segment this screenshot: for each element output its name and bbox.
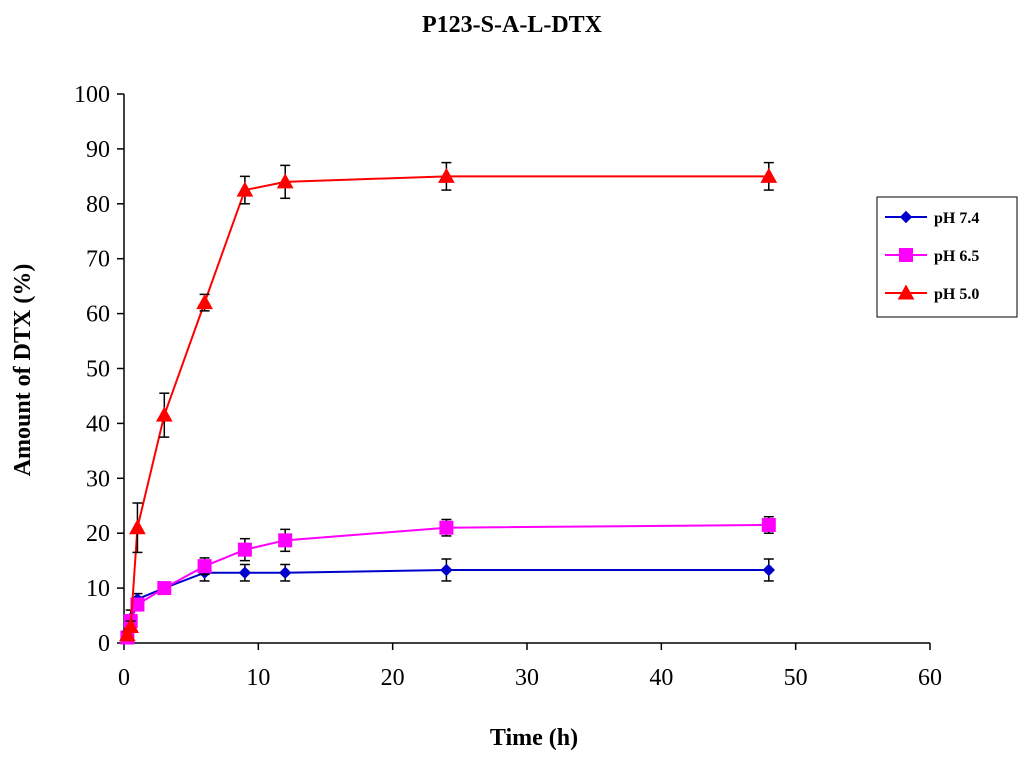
legend-marker — [899, 210, 913, 224]
series-1 — [120, 515, 776, 645]
y-tick-label: 90 — [86, 137, 110, 163]
x-tick-label: 30 — [515, 665, 539, 691]
x-tick-label: 40 — [649, 665, 673, 691]
legend-marker — [897, 284, 915, 300]
data-point — [276, 173, 294, 189]
data-point — [760, 167, 778, 183]
data-point — [762, 563, 776, 577]
x-tick-label: 50 — [784, 665, 808, 691]
chart-title: P123-S-A-L-DTX — [422, 12, 603, 38]
data-point — [157, 581, 172, 596]
legend-label: pH 5.0 — [934, 286, 979, 303]
legend-entry: pH 6.5 — [885, 248, 979, 265]
data-point — [439, 520, 454, 535]
plot-area — [119, 161, 778, 645]
y-tick-label: 20 — [86, 521, 110, 547]
y-tick-label: 40 — [86, 411, 110, 437]
legend-entry: pH 5.0 — [885, 284, 979, 303]
y-tick-label: 100 — [74, 82, 110, 108]
y-axis-label: Amount of DTX (%) — [10, 264, 36, 477]
x-tick-label: 10 — [246, 665, 270, 691]
x-tick-label: 20 — [381, 665, 405, 691]
y-tick-label: 60 — [86, 302, 110, 328]
y-tick-label: 70 — [86, 247, 110, 273]
y-tick-label: 10 — [86, 576, 110, 602]
data-point — [197, 559, 212, 574]
data-point — [278, 533, 293, 548]
series-line — [126, 568, 769, 635]
data-point — [438, 167, 455, 183]
y-tick-label: 80 — [86, 192, 110, 218]
data-point — [119, 626, 136, 642]
data-point — [196, 294, 213, 310]
legend-label: pH 6.5 — [934, 248, 979, 265]
data-point — [130, 597, 145, 612]
data-point — [129, 519, 146, 535]
series-2 — [119, 161, 778, 642]
data-point — [278, 566, 292, 579]
data-point — [440, 563, 453, 577]
x-axis-label: Time (h) — [490, 725, 578, 751]
series-0 — [121, 558, 776, 641]
x-tick-label: 0 — [118, 665, 130, 691]
data-point — [238, 566, 252, 579]
legend-label: pH 7.4 — [934, 210, 979, 227]
legend-entry: pH 7.4 — [885, 210, 979, 227]
data-point — [237, 542, 252, 557]
data-point — [122, 618, 140, 634]
x-tick-label: 60 — [918, 665, 942, 691]
data-point — [236, 181, 254, 197]
y-tick-label: 0 — [98, 631, 110, 657]
data-point — [761, 517, 776, 532]
legend-marker — [899, 248, 913, 262]
legend: pH 7.4 pH 6.5 pH 5.0 — [876, 196, 1018, 318]
data-point — [155, 406, 173, 422]
axes: 0 10 20 30 40 50 60 70 80 90 100 0 10 20 30 40 50 60 — [74, 82, 942, 691]
y-tick-label: 50 — [86, 357, 110, 383]
y-tick-label: 30 — [86, 466, 110, 492]
